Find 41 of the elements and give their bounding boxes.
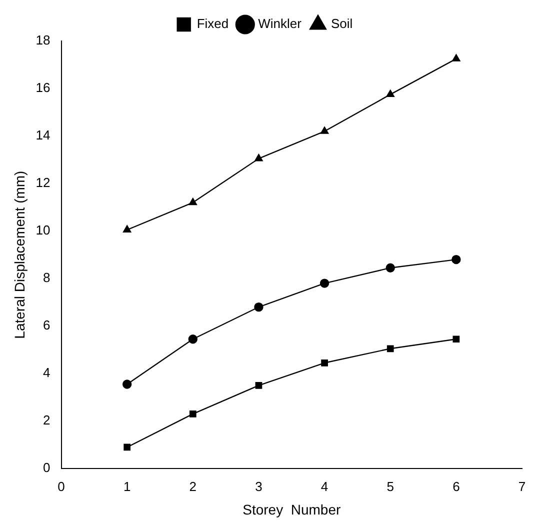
point: [255, 382, 262, 389]
point: [320, 278, 330, 288]
y-tick-label: 18: [36, 32, 50, 48]
y-tick-label: 0: [43, 460, 50, 476]
y-tick-label: 2: [43, 412, 50, 428]
point: [452, 254, 461, 264]
point: [321, 359, 328, 366]
legend-label: Fixed: [196, 16, 229, 32]
point: [123, 225, 132, 232]
y-tick-label: 12: [36, 175, 50, 190]
y-tick-label: 16: [36, 80, 50, 96]
x-tick-label: 7: [518, 478, 526, 494]
point: [189, 410, 196, 418]
x-tick-label: 2: [189, 478, 197, 494]
y-axis-title: Lateral Displacement (mm): [11, 170, 28, 339]
x-tick-label: 1: [123, 478, 131, 494]
point: [124, 444, 131, 451]
y-tick-label: 6: [43, 318, 50, 333]
y-tick-label: 8: [43, 270, 50, 286]
y-tick-label: 10: [36, 222, 50, 238]
x-tick-label: 4: [320, 478, 328, 494]
point: [254, 154, 263, 162]
point: [452, 54, 460, 62]
x-tick-label: 3: [255, 478, 262, 494]
y-tick-label: 14: [36, 128, 50, 143]
x-tick-label: 6: [452, 478, 460, 494]
y-tick-label: 4: [43, 365, 50, 380]
point: [386, 345, 394, 352]
x-tick-label: 5: [386, 478, 394, 494]
legend-label: Soil: [330, 16, 353, 32]
point: [386, 263, 395, 272]
point: [452, 336, 460, 343]
point: [188, 198, 197, 206]
x-axis-title: Storey Number: [242, 501, 341, 518]
point: [254, 302, 264, 312]
point: [320, 126, 329, 134]
point: [188, 334, 198, 344]
x-tick-label: 0: [58, 478, 65, 494]
legend-label: Winkler: [258, 16, 302, 32]
point: [386, 90, 394, 98]
point: [122, 380, 132, 389]
